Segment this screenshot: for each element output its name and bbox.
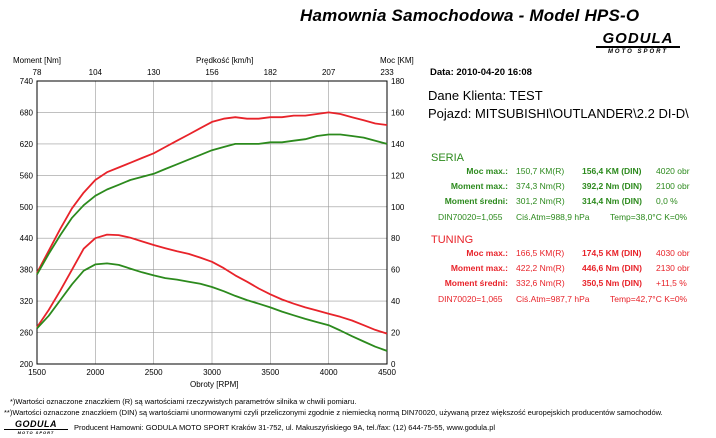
top-tick-label: 78 bbox=[33, 68, 42, 77]
x-tick-label: 2500 bbox=[145, 368, 163, 377]
client-text: Dane Klienta: TEST bbox=[428, 88, 543, 103]
y-right-tick-label: 40 bbox=[391, 297, 400, 306]
tuning-temp: Temp=42,7°C K=0% bbox=[610, 294, 688, 304]
footer-logo: GODULA MOTO SPORT bbox=[4, 420, 68, 435]
seria-atm: Ciś.Atm=988,9 hPa bbox=[516, 212, 590, 222]
tuning-row-din: 350,5 Nm (DIN) bbox=[582, 278, 642, 288]
seria-din: DIN70020=1,055 bbox=[438, 212, 503, 222]
tuning-row-label: Moc max.: bbox=[466, 248, 508, 258]
top-axis-label: Prędkość [km/h] bbox=[196, 56, 254, 65]
top-tick-label: 233 bbox=[380, 68, 394, 77]
seria-row-extra: 4020 obr bbox=[656, 166, 690, 176]
vehicle-text: Pojazd: MITSUBISHI\OUTLANDER\2.2 DI-D\ bbox=[428, 106, 689, 121]
y-left-axis-label: Moment [Nm] bbox=[13, 56, 62, 65]
seria-row-r: 301,2 Nm(R) bbox=[516, 196, 565, 206]
x-tick-label: 3500 bbox=[261, 368, 279, 377]
tuning-row-label: Moment max.: bbox=[450, 263, 508, 273]
tuning-row-din: 446,6 Nm (DIN) bbox=[582, 263, 642, 273]
seria-row-din: 156,4 KM (DIN) bbox=[582, 166, 642, 176]
footer-logo-main: GODULA bbox=[4, 420, 68, 430]
seria-row-label: Moc max.: bbox=[466, 166, 508, 176]
series-lines bbox=[36, 111, 388, 352]
y-left-tick-label: 560 bbox=[20, 171, 34, 180]
date-text: Data: 2010-04-20 16:08 bbox=[430, 67, 532, 78]
seria-row-r: 150,7 KM(R) bbox=[516, 166, 565, 176]
godula-logo: GODULA MOTO SPORT bbox=[596, 31, 680, 56]
top-tick-label: 156 bbox=[205, 68, 219, 77]
tuning-row-extra: 2130 obr bbox=[656, 263, 690, 273]
y-right-tick-label: 100 bbox=[391, 203, 405, 212]
seria-temp: Temp=38,0°C K=0% bbox=[610, 212, 688, 222]
x-tick-label: 1500 bbox=[28, 368, 46, 377]
seria-row-din: 314,4 Nm (DIN) bbox=[582, 196, 642, 206]
series-line-tuning-torque bbox=[36, 233, 388, 335]
series-line-seria-torque bbox=[36, 262, 388, 352]
top-tick-label: 207 bbox=[322, 68, 336, 77]
y-right-tick-label: 80 bbox=[391, 234, 400, 243]
tuning-row-r: 332,6 Nm(R) bbox=[516, 278, 565, 288]
y-right-tick-label: 0 bbox=[391, 360, 396, 369]
logo-sub-text: MOTO SPORT bbox=[607, 49, 669, 55]
footer-logo-sub: MOTO SPORT bbox=[17, 430, 55, 435]
y-left-tick-label: 260 bbox=[20, 329, 34, 338]
y-right-tick-label: 60 bbox=[391, 266, 400, 275]
y-right-axis-label: Moc [KM] bbox=[380, 56, 414, 65]
y-right-tick-label: 160 bbox=[391, 108, 405, 117]
y-left-tick-label: 440 bbox=[20, 234, 34, 243]
plot-frame bbox=[36, 80, 388, 365]
tuning-atm: Ciś.Atm=987,7 hPa bbox=[516, 294, 590, 304]
x-tick-label: 2000 bbox=[86, 368, 104, 377]
producer-text: Producent Hamowni: GODULA MOTO SPORT Kra… bbox=[74, 423, 496, 432]
x-axis-label: Obroty [RPM] bbox=[190, 380, 239, 389]
seria-row-label: Moment max.: bbox=[450, 181, 508, 191]
y-right-tick-label: 180 bbox=[391, 77, 405, 86]
chart-grid bbox=[37, 81, 387, 364]
y-right-tick-label: 140 bbox=[391, 140, 405, 149]
y-left-tick-label: 380 bbox=[20, 266, 34, 275]
y-left-tick-label: 740 bbox=[20, 77, 34, 86]
series-line-seria-power bbox=[36, 133, 388, 275]
tuning-row-extra: 4030 obr bbox=[656, 248, 690, 258]
tuning-din: DIN70020=1,065 bbox=[438, 294, 503, 304]
tuning-row-r: 166,5 KM(R) bbox=[516, 248, 565, 258]
tuning-row-extra: +11,5 % bbox=[656, 278, 687, 288]
seria-row-r: 374,3 Nm(R) bbox=[516, 181, 565, 191]
top-tick-label: 130 bbox=[147, 68, 161, 77]
x-tick-label: 4000 bbox=[320, 368, 338, 377]
y-right-tick-label: 20 bbox=[391, 329, 400, 338]
y-left-tick-label: 620 bbox=[20, 140, 34, 149]
y-right-tick-label: 120 bbox=[391, 171, 405, 180]
seria-row-extra: 0,0 % bbox=[656, 196, 678, 206]
y-left-tick-label: 200 bbox=[20, 360, 34, 369]
top-tick-label: 182 bbox=[264, 68, 278, 77]
footnote-din: **)Wartości oznaczone znaczkiem (DIN) są… bbox=[4, 408, 663, 417]
axis-ticks: 1500782000104250013030001563500182400020… bbox=[20, 68, 405, 377]
logo-main-text: GODULA bbox=[596, 31, 680, 48]
top-tick-label: 104 bbox=[89, 68, 103, 77]
tuning-row-r: 422,2 Nm(R) bbox=[516, 263, 565, 273]
footnote-r: *)Wartości oznaczone znaczkiem (R) są wa… bbox=[10, 397, 357, 406]
seria-title: SERIA bbox=[431, 152, 465, 164]
y-left-tick-label: 320 bbox=[20, 297, 34, 306]
y-left-tick-label: 680 bbox=[20, 108, 34, 117]
seria-row-extra: 2100 obr bbox=[656, 181, 690, 191]
seria-row-din: 392,2 Nm (DIN) bbox=[582, 181, 642, 191]
x-tick-label: 4500 bbox=[378, 368, 396, 377]
series-line-tuning-power bbox=[36, 111, 388, 274]
seria-row-label: Moment średni: bbox=[444, 196, 508, 206]
y-left-tick-label: 500 bbox=[20, 203, 34, 212]
page-title: Hamownia Samochodowa - Model HPS-O bbox=[300, 6, 640, 25]
tuning-row-din: 174,5 KM (DIN) bbox=[582, 248, 642, 258]
tuning-title: TUNING bbox=[431, 234, 474, 246]
x-tick-label: 3000 bbox=[203, 368, 221, 377]
tuning-row-label: Moment średni: bbox=[444, 278, 508, 288]
